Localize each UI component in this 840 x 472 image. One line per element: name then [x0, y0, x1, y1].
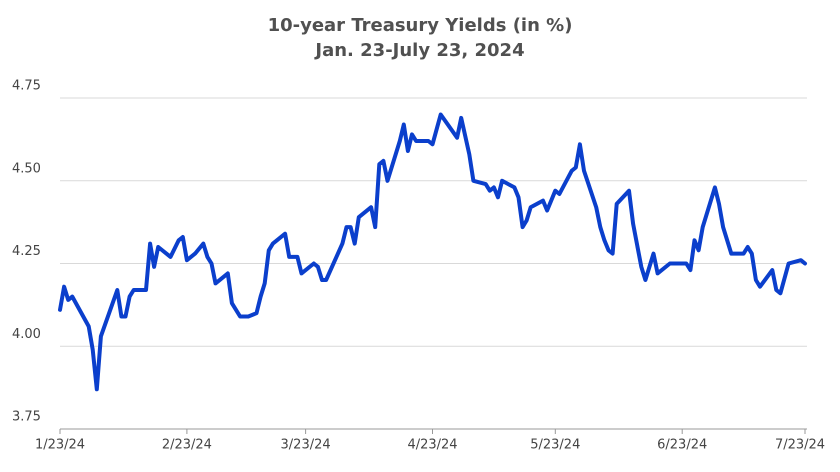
x-tick-label: 7/23/24	[775, 438, 825, 453]
x-tick-label: 3/23/24	[281, 438, 331, 453]
x-tick-label: 6/23/24	[657, 438, 707, 453]
line-series	[58, 112, 807, 392]
y-tick-label: 3.75	[12, 410, 41, 425]
y-tick-label: 4.50	[12, 161, 41, 176]
chart-title: 10-year Treasury Yields (in %)	[268, 15, 573, 36]
x-tick-label: 4/23/24	[407, 438, 457, 453]
x-tick-label: 5/23/24	[530, 438, 580, 453]
chart-subtitle: Jan. 23-July 23, 2024	[313, 40, 524, 61]
x-tick-label: 1/23/24	[35, 438, 85, 453]
x-tick-label: 2/23/24	[162, 438, 212, 453]
y-tick-label: 4.25	[12, 244, 41, 259]
y-tick-label: 4.75	[12, 79, 41, 94]
y-tick-label: 4.00	[12, 327, 41, 342]
